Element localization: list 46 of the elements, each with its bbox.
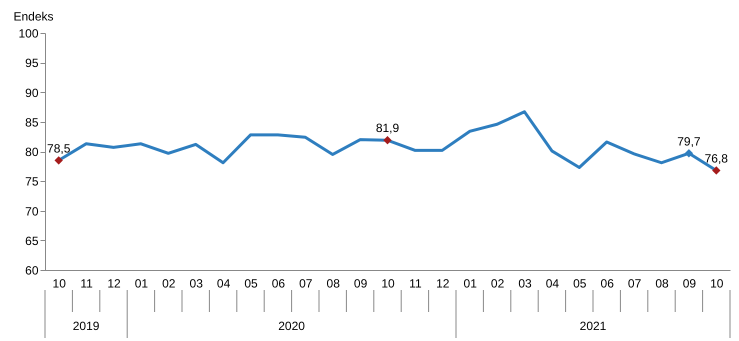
x-tick-label: 06: [272, 276, 286, 290]
data-label: 81,9: [376, 121, 400, 136]
x-tick-label: 01: [464, 276, 478, 290]
y-tick-label: 100: [18, 26, 39, 40]
y-axis-title: Endeks: [14, 10, 54, 24]
text: 2020: [278, 319, 306, 333]
x-tick-label: 10: [52, 276, 66, 290]
point: [684, 149, 694, 158]
data-label: 78,5: [47, 141, 71, 156]
y-tick-label: 65: [25, 234, 39, 248]
x-tick-label: 03: [190, 276, 204, 290]
x-tick-label: 09: [354, 276, 368, 290]
x-tick-label: 03: [518, 276, 532, 290]
x-tick-label: 07: [299, 276, 313, 290]
x-tick-label: 10: [710, 276, 724, 290]
x-tick-label: 04: [546, 276, 560, 290]
x-tick-label: 04: [216, 276, 231, 290]
data-label: 76,8: [704, 151, 728, 166]
y-tick-label: 60: [25, 264, 39, 278]
x-tick-label: 09: [682, 276, 696, 290]
y-tick-label: 70: [25, 204, 39, 218]
text: 2019: [72, 319, 100, 333]
data-label: 79,7: [677, 134, 701, 148]
point: [54, 156, 63, 165]
x-tick-label: 12: [436, 276, 450, 290]
y-tick-label: 90: [25, 86, 39, 100]
x-tick-label: 01: [134, 276, 148, 290]
x-tick-label: 02: [162, 276, 176, 290]
y-tick-label: 95: [25, 56, 39, 70]
x-tick-label: 07: [628, 276, 642, 290]
x-tick-label: 08: [326, 276, 340, 290]
x-tick-label: 02: [490, 276, 505, 290]
x-tick-label: 05: [244, 276, 258, 290]
x-tick-label: 11: [409, 276, 422, 290]
y-tick-label: 85: [25, 115, 39, 130]
x-tick-label: 08: [655, 276, 669, 290]
y-tick-label: 80: [25, 145, 39, 159]
point: [712, 166, 720, 175]
text: 2021: [580, 319, 607, 333]
point: [383, 136, 392, 144]
x-tick-label: 11: [80, 276, 94, 290]
x-tick-label: 10: [381, 276, 395, 290]
y-tick-label: 75: [25, 174, 39, 189]
x-tick-label: 05: [573, 276, 587, 290]
x-tick-label: 06: [600, 276, 614, 290]
x-tick-label: 12: [107, 276, 121, 290]
